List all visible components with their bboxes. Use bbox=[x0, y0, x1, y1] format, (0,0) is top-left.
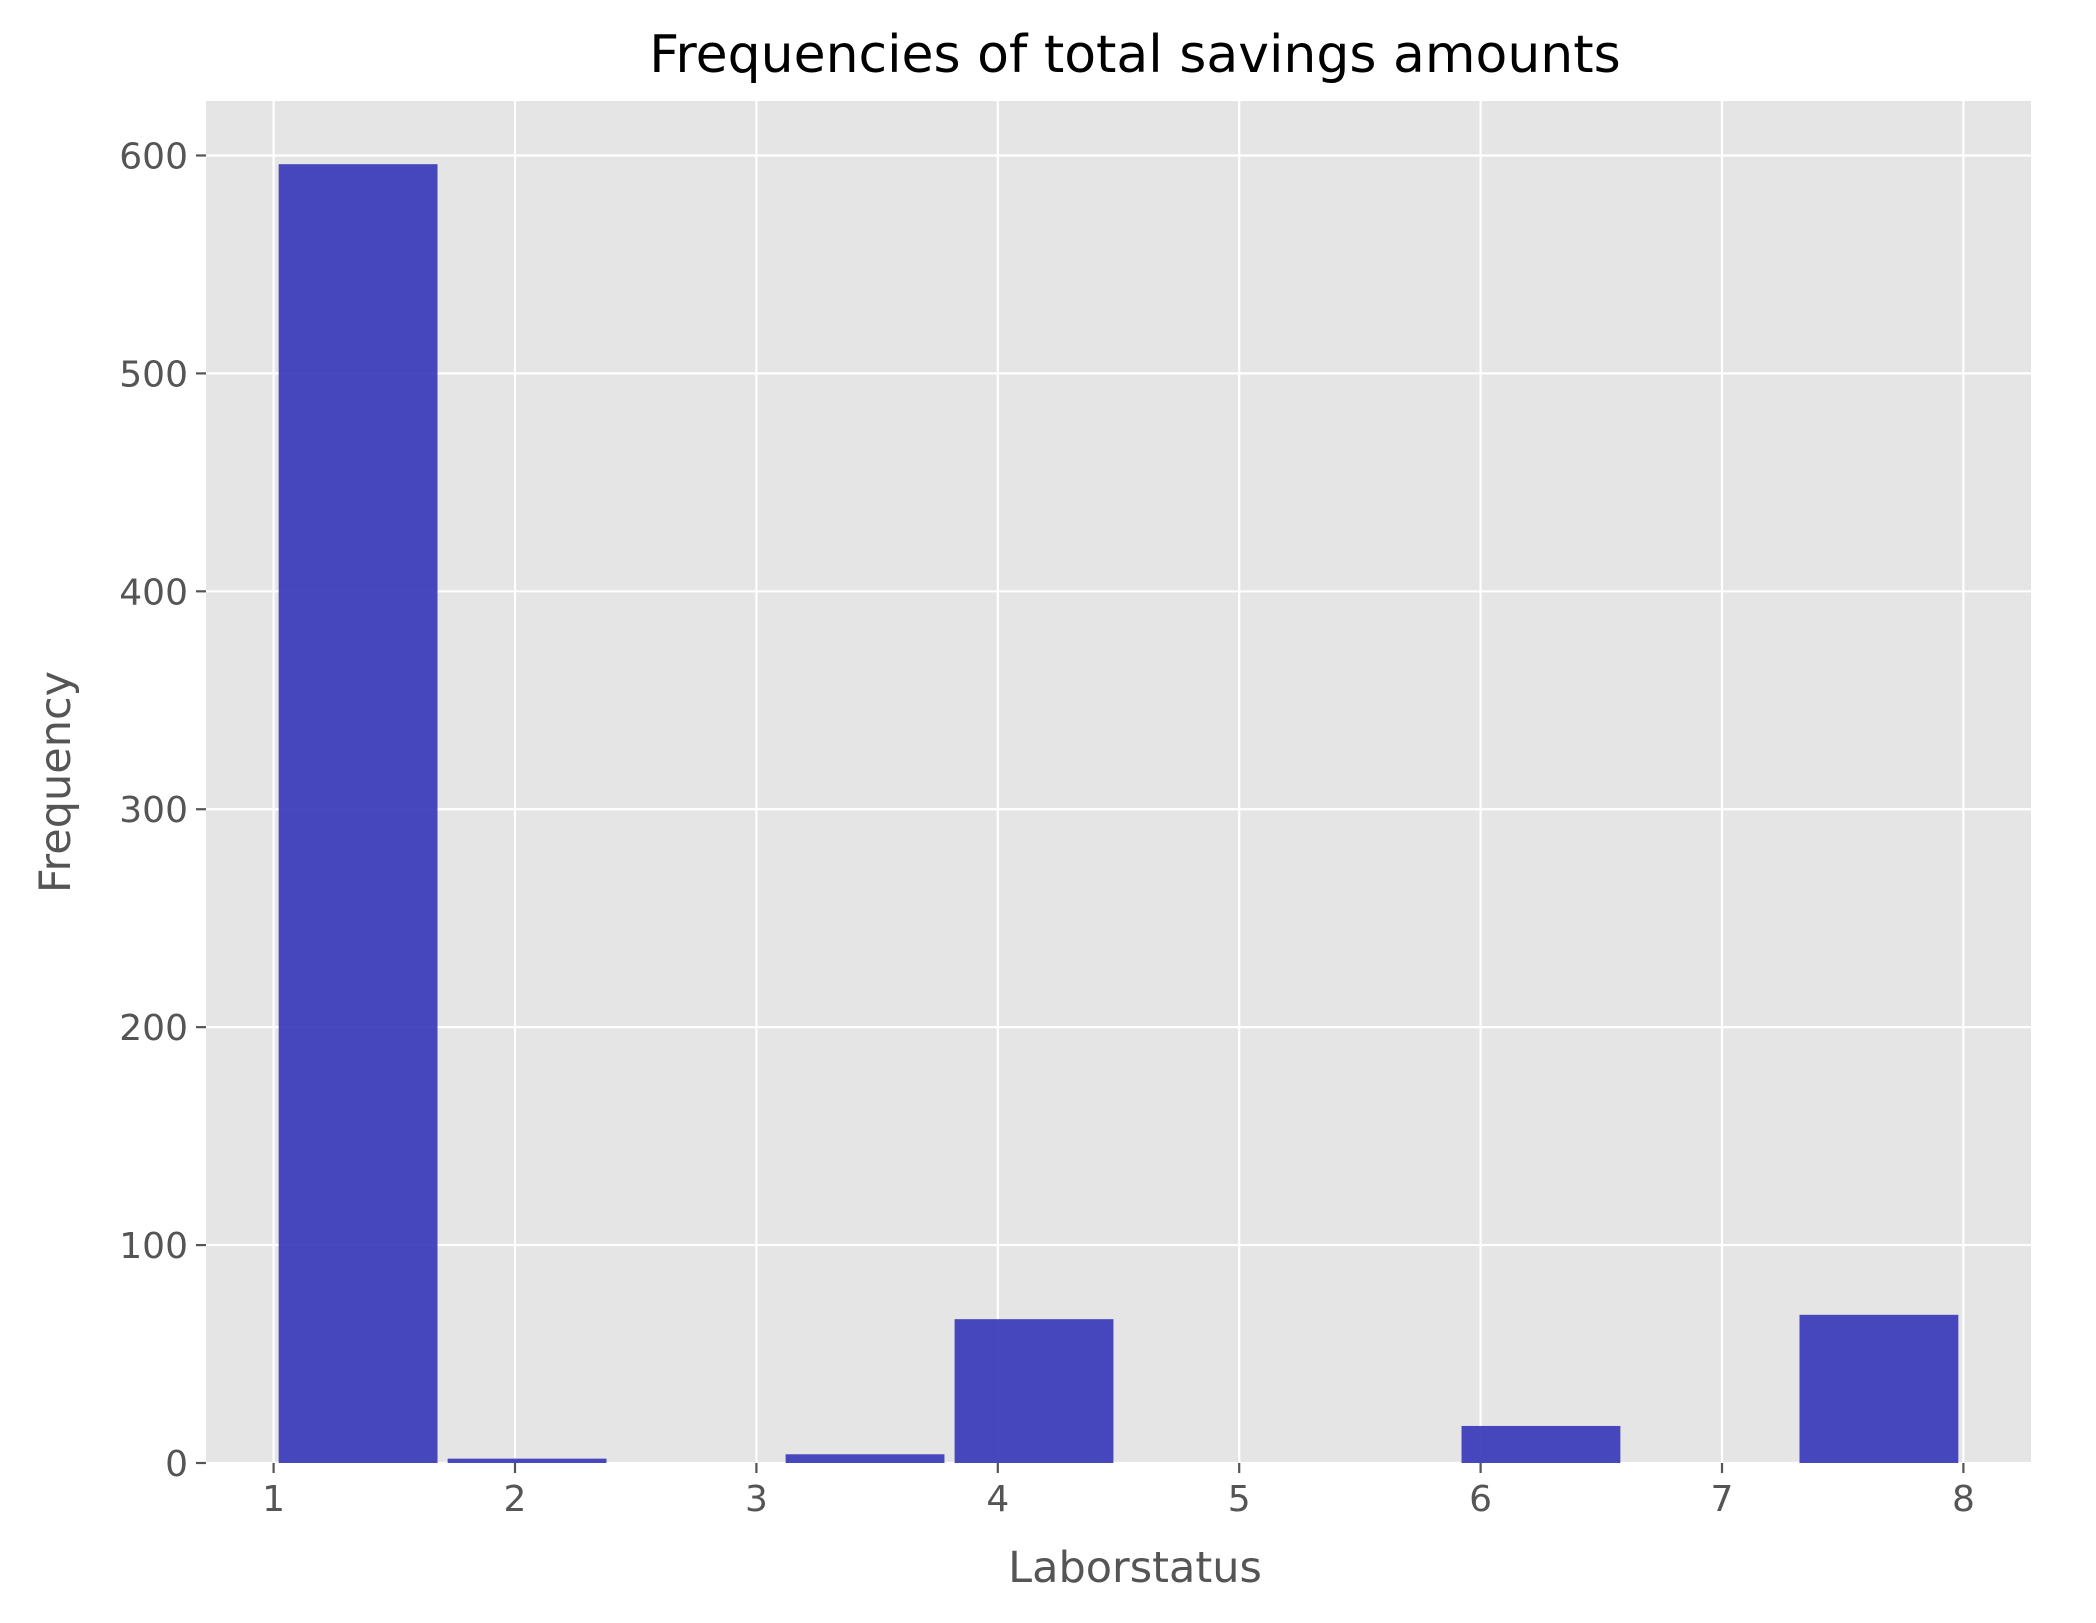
bar-1 bbox=[278, 164, 438, 1464]
x-axis-ticks: 1 2 3 4 5 6 7 8 bbox=[262, 1463, 1975, 1520]
x-tick-label: 4 bbox=[986, 1479, 1009, 1520]
bar-2 bbox=[447, 1458, 607, 1463]
x-tick-label: 8 bbox=[1952, 1479, 1975, 1520]
bar-10 bbox=[1799, 1314, 1959, 1463]
y-axis-label: Frequency bbox=[31, 671, 81, 893]
y-tick-label: 0 bbox=[165, 1444, 188, 1485]
x-tick-label: 3 bbox=[745, 1479, 768, 1520]
chart-title: Frequencies of total savings amounts bbox=[649, 25, 1621, 85]
x-tick-label: 1 bbox=[262, 1479, 285, 1520]
y-tick-label: 300 bbox=[119, 790, 188, 831]
y-tick-label: 400 bbox=[119, 572, 188, 613]
bar-8 bbox=[1461, 1425, 1621, 1463]
bar-5 bbox=[954, 1319, 1114, 1463]
y-tick-label: 100 bbox=[119, 1226, 188, 1267]
y-tick-label: 200 bbox=[119, 1008, 188, 1049]
x-tick-label: 5 bbox=[1228, 1479, 1251, 1520]
y-tick-label: 600 bbox=[119, 136, 188, 177]
x-tick-label: 6 bbox=[1469, 1479, 1492, 1520]
x-tick-label: 2 bbox=[504, 1479, 527, 1520]
bars bbox=[278, 164, 1959, 1464]
y-axis-ticks: 0 100 200 300 400 500 600 bbox=[119, 136, 206, 1485]
plot-area bbox=[206, 101, 2031, 1463]
x-axis-label: Laborstatus bbox=[1008, 1543, 1262, 1593]
x-tick-label: 7 bbox=[1711, 1479, 1734, 1520]
grid-lines bbox=[206, 101, 2031, 1465]
y-tick-label: 500 bbox=[119, 354, 188, 395]
bar-4 bbox=[785, 1454, 945, 1463]
